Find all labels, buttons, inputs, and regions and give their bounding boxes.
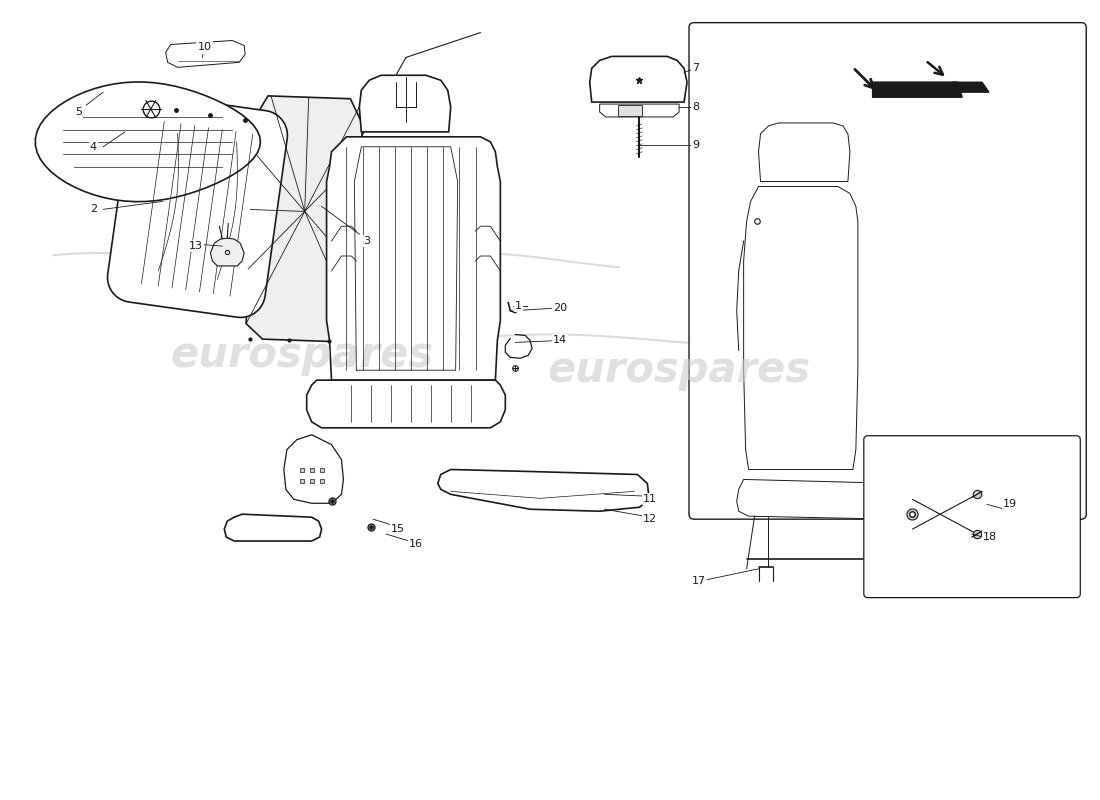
Text: 7: 7 — [692, 63, 700, 74]
Polygon shape — [872, 82, 962, 97]
FancyBboxPatch shape — [689, 22, 1087, 519]
Text: eurospares: eurospares — [548, 350, 811, 391]
Polygon shape — [210, 238, 244, 266]
Text: 12: 12 — [644, 514, 658, 524]
Text: 10: 10 — [197, 42, 211, 53]
Text: 1: 1 — [515, 301, 521, 310]
Text: 4: 4 — [89, 142, 97, 152]
Text: 17: 17 — [692, 576, 706, 586]
FancyBboxPatch shape — [864, 436, 1080, 598]
Polygon shape — [108, 95, 287, 318]
Polygon shape — [737, 479, 910, 519]
Text: 5: 5 — [75, 107, 81, 117]
Polygon shape — [327, 137, 500, 380]
Text: 16: 16 — [409, 539, 422, 549]
Bar — [617, 105, 642, 116]
Text: eurospares: eurospares — [170, 334, 433, 376]
Text: 6: 6 — [695, 578, 703, 589]
Polygon shape — [284, 434, 343, 503]
Text: 19: 19 — [1003, 499, 1016, 510]
Text: 8: 8 — [692, 102, 700, 112]
Text: 20: 20 — [553, 302, 566, 313]
Polygon shape — [438, 470, 649, 511]
Text: 14: 14 — [553, 335, 566, 346]
Text: 13: 13 — [188, 241, 202, 251]
Text: 11: 11 — [644, 494, 658, 504]
Polygon shape — [35, 82, 261, 202]
Polygon shape — [224, 514, 321, 541]
Polygon shape — [166, 41, 245, 67]
Polygon shape — [737, 479, 910, 519]
Polygon shape — [360, 75, 451, 132]
Polygon shape — [246, 96, 362, 342]
Text: 18: 18 — [983, 532, 997, 542]
Text: 9: 9 — [692, 140, 700, 150]
Text: 2: 2 — [89, 204, 97, 214]
Polygon shape — [600, 104, 679, 117]
Text: 3: 3 — [363, 236, 370, 246]
Text: 15: 15 — [392, 524, 405, 534]
Polygon shape — [744, 186, 858, 470]
Polygon shape — [759, 123, 850, 182]
Polygon shape — [307, 380, 505, 428]
Polygon shape — [590, 57, 688, 102]
Polygon shape — [953, 82, 989, 92]
